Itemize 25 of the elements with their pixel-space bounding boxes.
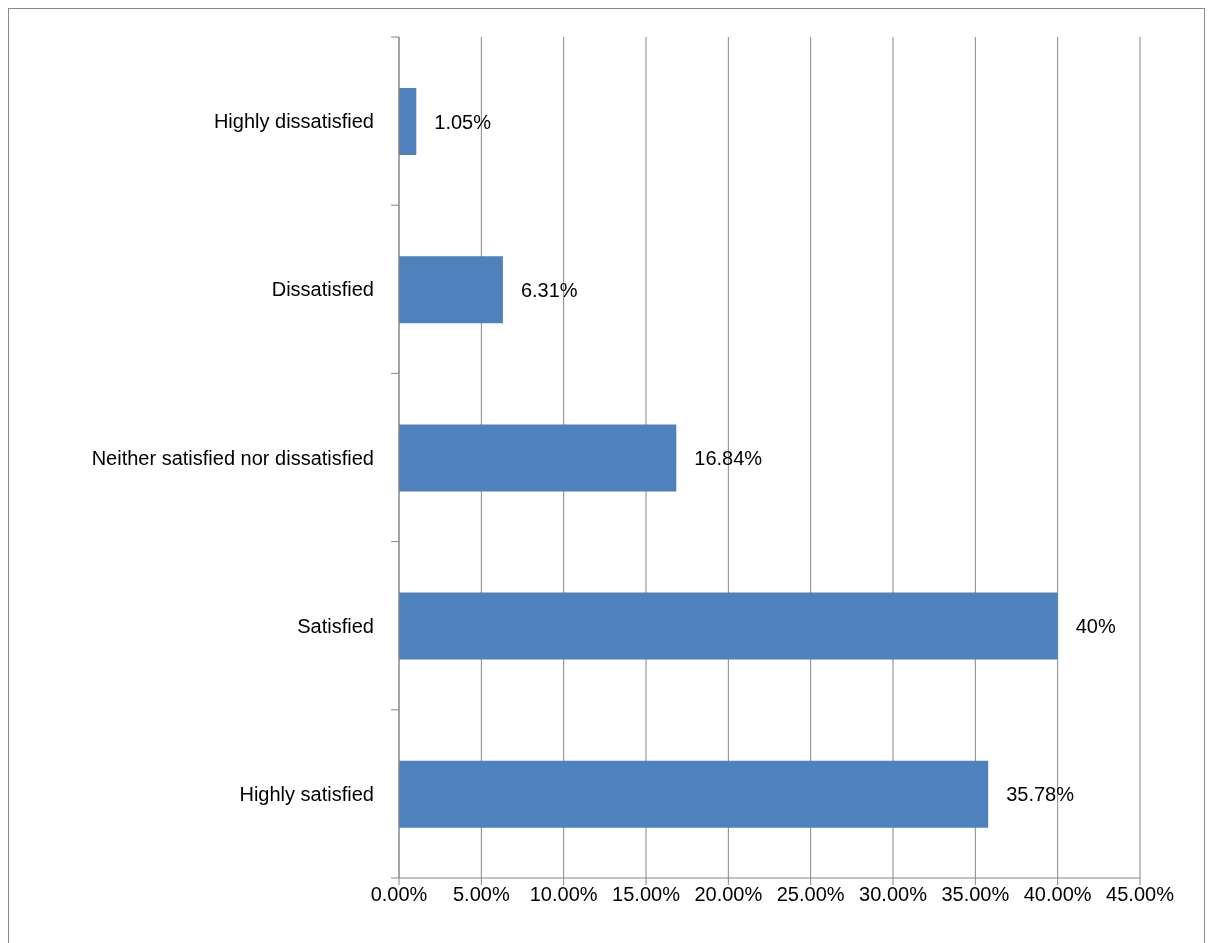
data-label: 16.84% [694, 447, 763, 469]
bar [399, 88, 417, 155]
x-tick-label: 10.00% [529, 883, 598, 906]
x-tick-label: 0.00% [370, 883, 428, 906]
x-tick-label: 30.00% [859, 883, 928, 906]
x-tick-label: 35.00% [941, 883, 1010, 906]
y-tick-label: Highly satisfied [239, 782, 374, 805]
x-tick-label: 15.00% [612, 883, 681, 906]
bar [399, 424, 677, 492]
x-tick-label: 25.00% [776, 883, 845, 906]
x-tick-label: 5.00% [452, 883, 510, 906]
y-tick-label: Satisfied [297, 614, 374, 637]
x-tick-label: 20.00% [694, 883, 763, 906]
y-tick-label: Neither satisfied nor dissatisfied [91, 446, 374, 469]
bar [399, 256, 503, 324]
y-tick-label: Highly dissatisfied [213, 110, 374, 133]
data-label: 6.31% [520, 278, 578, 301]
x-tick-label: 40.00% [1023, 883, 1092, 906]
data-label: 1.05% [434, 110, 492, 133]
bar [399, 592, 1058, 660]
bar [399, 760, 989, 828]
x-tick-label: 45.00% [1106, 883, 1175, 906]
y-tick-label: Dissatisfied [271, 278, 374, 301]
data-label: 35.78% [1006, 783, 1075, 806]
data-label: 40% [1075, 615, 1116, 638]
